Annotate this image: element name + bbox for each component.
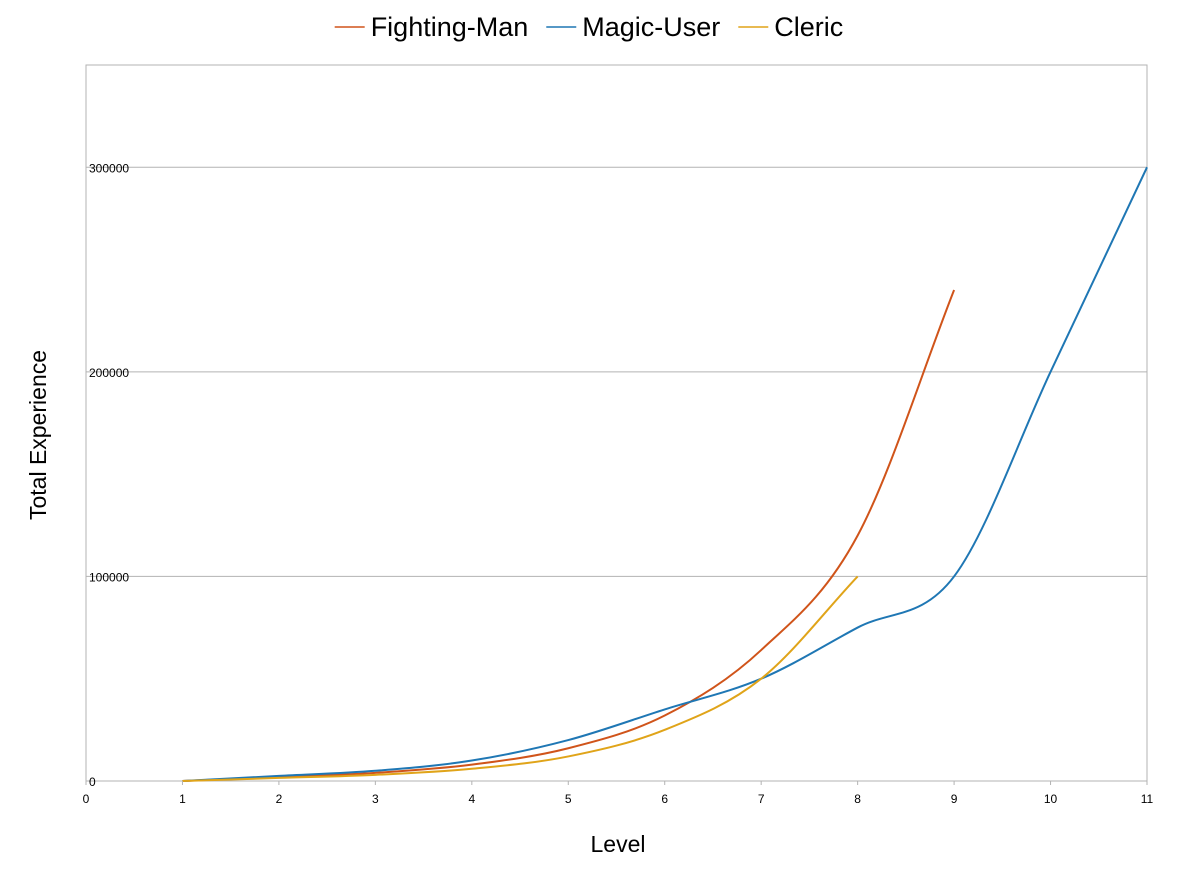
legend: Fighting-Man Magic-User Cleric [334,12,843,42]
y-tick-label: 100000 [89,570,129,584]
series-lines [182,166,1148,782]
x-tick-label: 3 [372,792,379,806]
plot-area [85,64,1148,782]
series-line-magic-user [182,166,1148,782]
series-line-fighting-man [182,289,956,782]
x-tick-label: 7 [758,792,765,806]
x-tick-label: 6 [661,792,668,806]
x-tick-label: 8 [854,792,861,806]
x-axis-title: Level [591,831,646,857]
x-axis-ticks: 0 1 2 3 4 5 6 7 8 9 10 11 [83,781,1154,806]
y-tick-label: 200000 [89,366,129,380]
legend-label: Magic-User [582,12,720,42]
x-tick-label: 1 [179,792,186,806]
x-tick-label: 4 [468,792,475,806]
gridlines [86,166,1147,577]
x-tick-label: 0 [83,792,90,806]
x-tick-label: 10 [1044,792,1058,806]
y-tick-label: 300000 [89,161,129,175]
series-line-cleric [182,575,859,782]
x-tick-label: 5 [565,792,572,806]
y-axis-ticks: 0 100000 200000 300000 [89,161,129,789]
y-axis-title: Total Experience [25,350,51,520]
x-tick-label: 9 [951,792,958,806]
legend-label: Cleric [774,12,843,42]
x-tick-label: 11 [1141,792,1154,806]
x-tick-label: 2 [276,792,283,806]
y-tick-label: 0 [89,775,96,789]
legend-label: Fighting-Man [371,12,529,42]
